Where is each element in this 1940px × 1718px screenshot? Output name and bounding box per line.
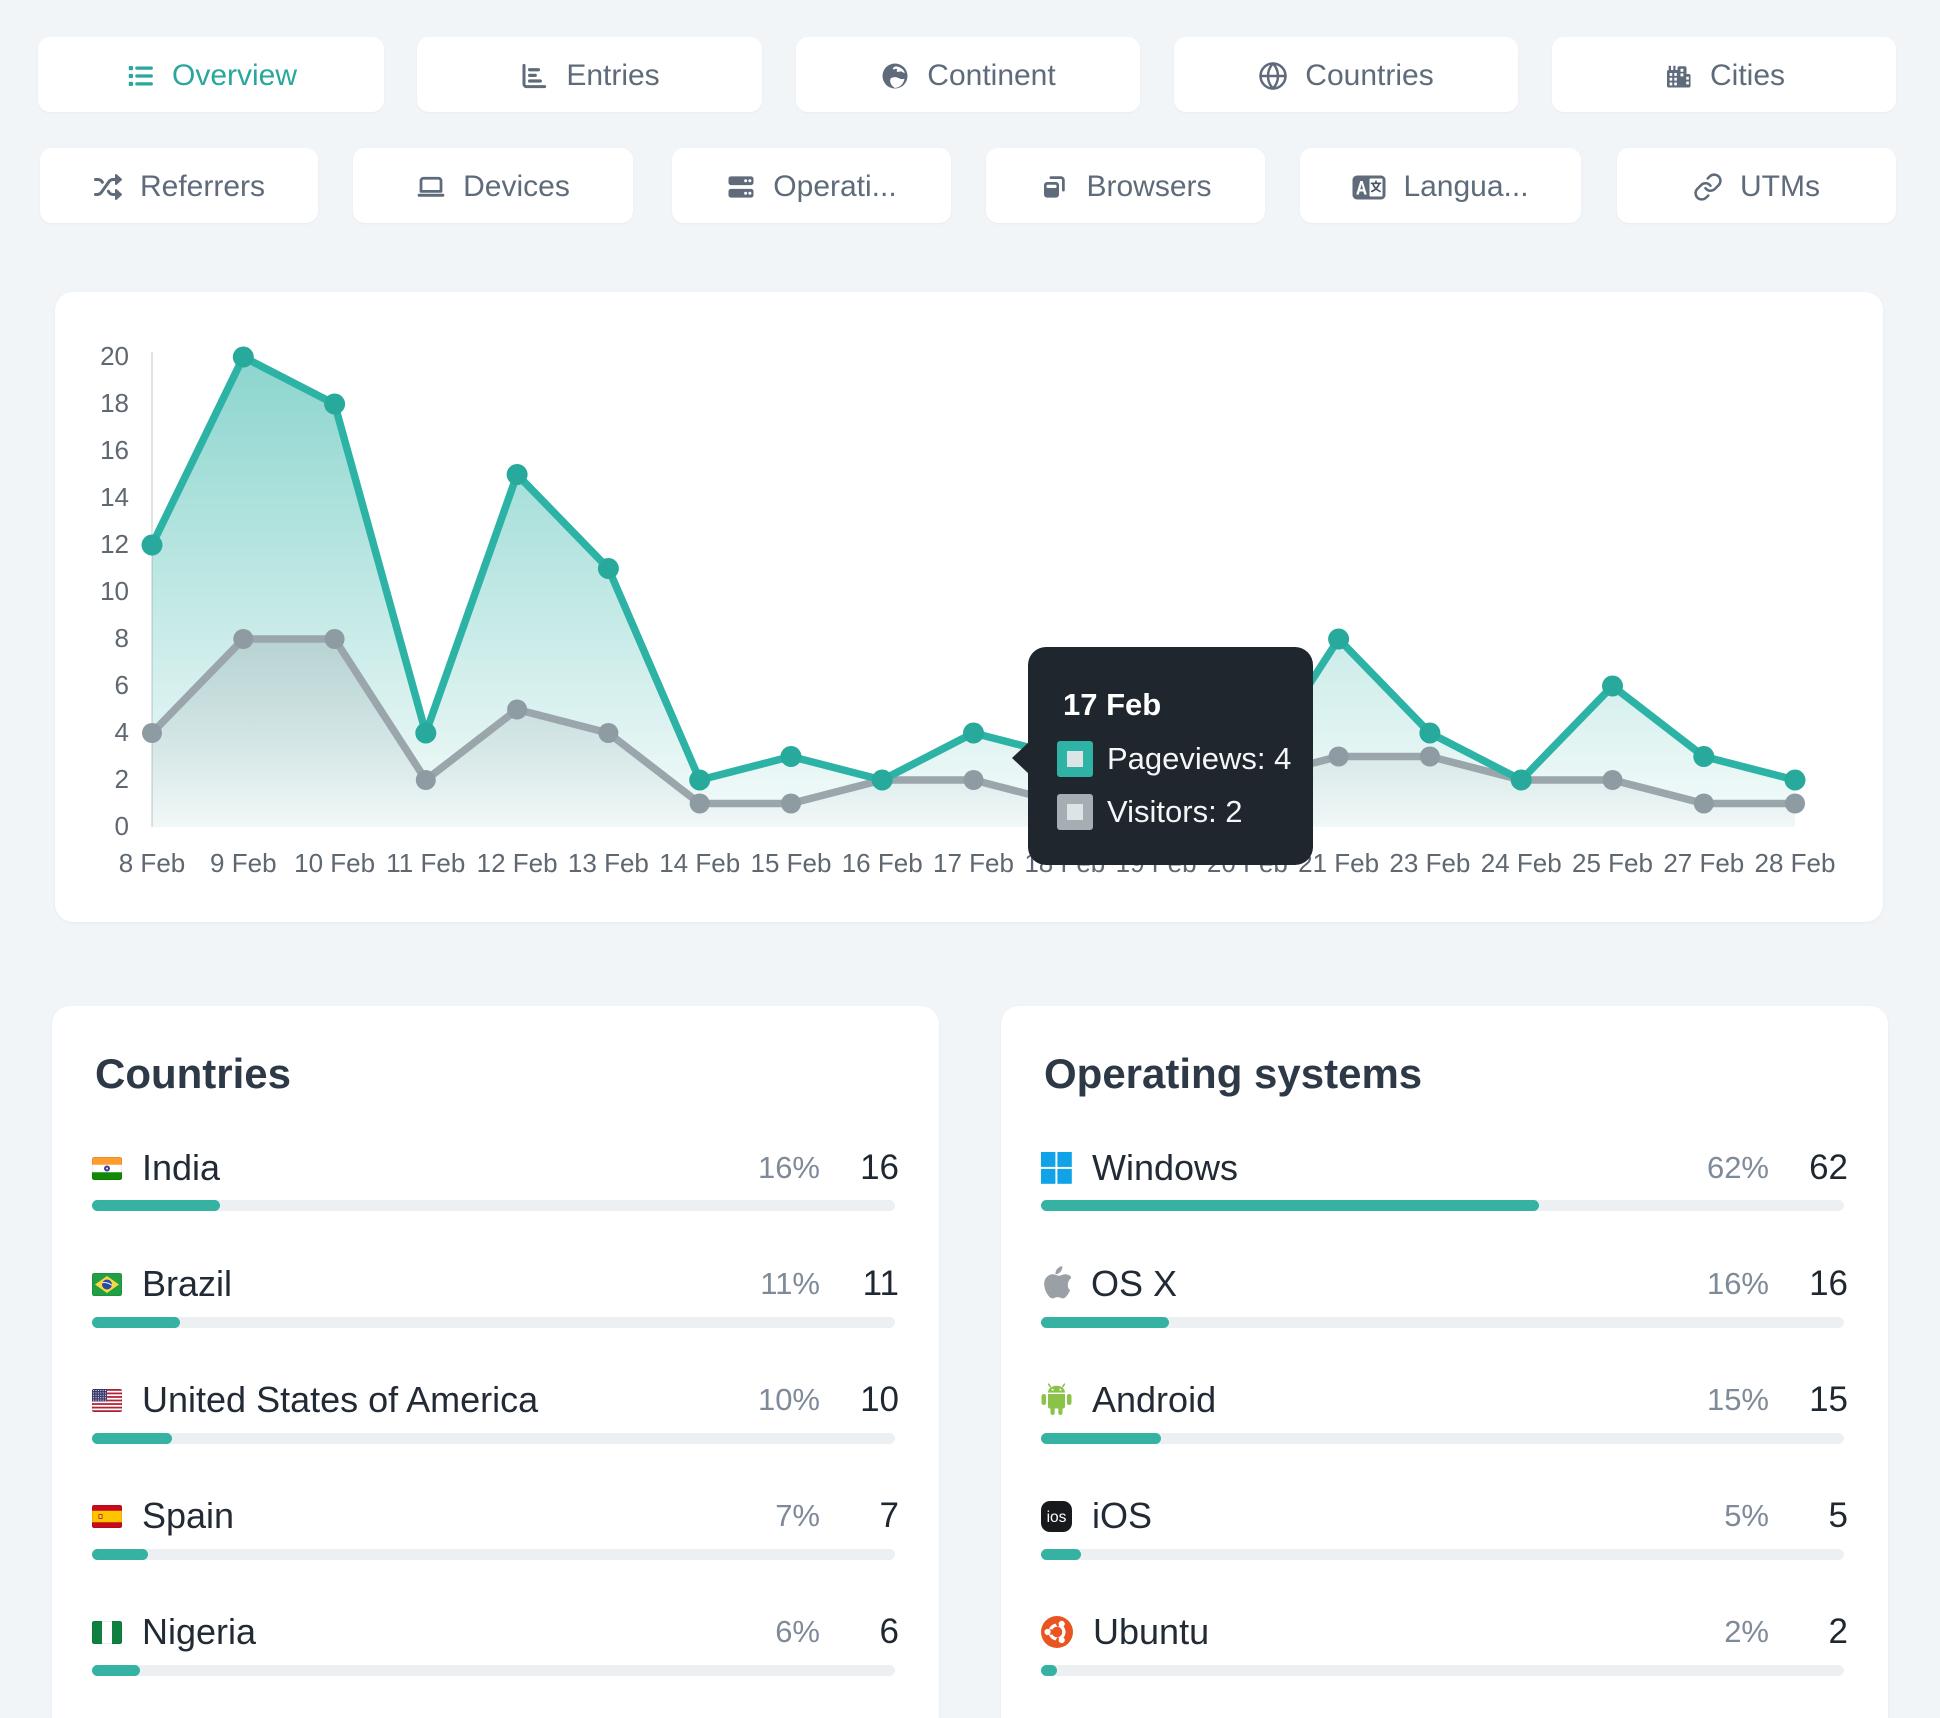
svg-text:10 Feb: 10 Feb [294, 848, 375, 878]
svg-text:10: 10 [100, 576, 129, 606]
svg-text:24 Feb: 24 Feb [1481, 848, 1562, 878]
svg-text:12: 12 [100, 529, 129, 559]
svg-text:17 Feb: 17 Feb [933, 848, 1014, 878]
svg-text:23 Feb: 23 Feb [1389, 848, 1470, 878]
svg-text:28 Feb: 28 Feb [1755, 848, 1836, 878]
svg-text:12 Feb: 12 Feb [477, 848, 558, 878]
svg-text:13 Feb: 13 Feb [568, 848, 649, 878]
svg-text:18: 18 [100, 388, 129, 418]
svg-text:16 Feb: 16 Feb [842, 848, 923, 878]
svg-text:0: 0 [115, 811, 129, 841]
svg-text:27 Feb: 27 Feb [1663, 848, 1744, 878]
svg-text:6: 6 [115, 670, 129, 700]
svg-text:14 Feb: 14 Feb [659, 848, 740, 878]
svg-text:8 Feb: 8 Feb [119, 848, 186, 878]
svg-text:9 Feb: 9 Feb [210, 848, 276, 878]
svg-text:4: 4 [115, 717, 129, 747]
svg-text:2: 2 [115, 764, 129, 794]
svg-text:25 Feb: 25 Feb [1572, 848, 1653, 878]
svg-text:15 Feb: 15 Feb [751, 848, 832, 878]
svg-text:8: 8 [115, 623, 129, 653]
svg-text:14: 14 [100, 482, 129, 512]
svg-text:16: 16 [100, 435, 129, 465]
svg-text:20: 20 [100, 341, 129, 371]
svg-text:11 Feb: 11 Feb [386, 848, 465, 878]
svg-text:ios: ios [1047, 1509, 1067, 1526]
